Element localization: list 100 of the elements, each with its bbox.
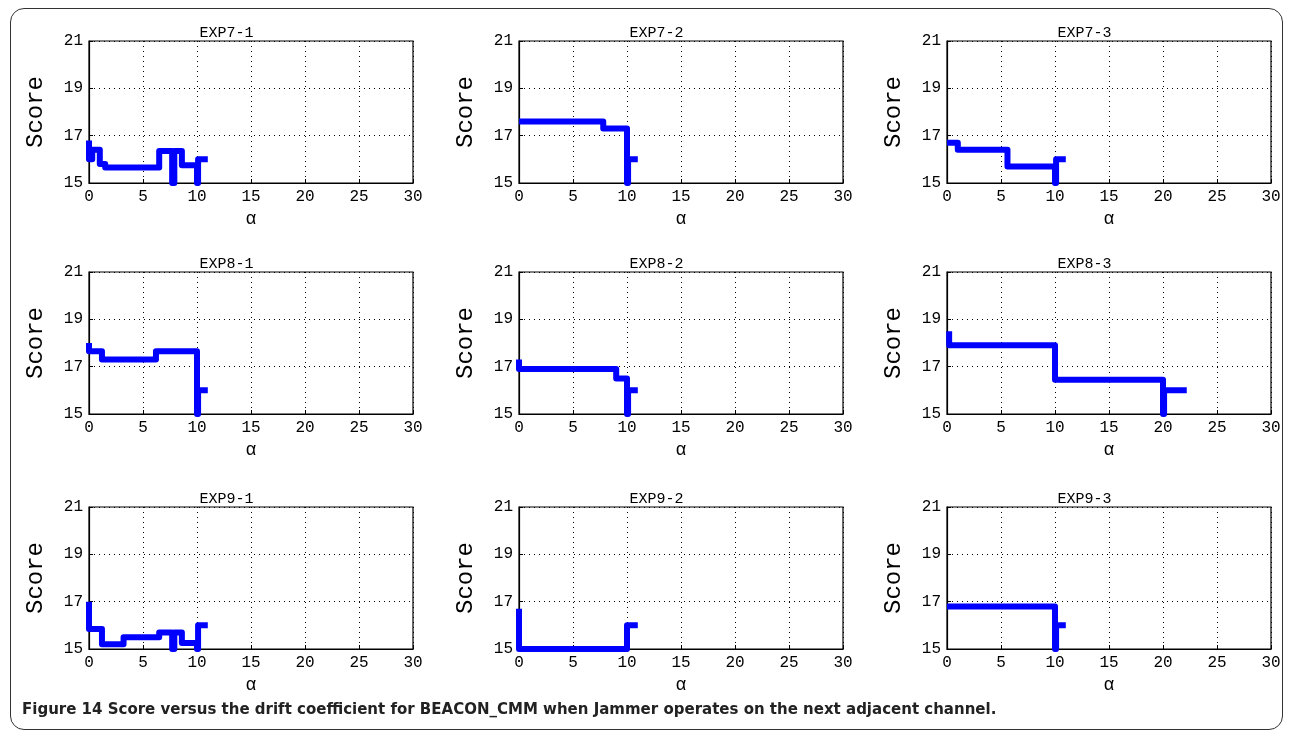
x-axis-title: α xyxy=(675,208,687,229)
x-tick-label: 0 xyxy=(84,419,94,437)
y-tick-label: 19 xyxy=(493,545,513,564)
x-tick-label: 15 xyxy=(1099,654,1119,672)
y-tick-label: 19 xyxy=(63,79,83,98)
x-tick-label: 20 xyxy=(725,654,745,672)
x-tick-label: 10 xyxy=(617,419,637,437)
x-tick-label: 0 xyxy=(942,654,952,672)
y-tick-label: 21 xyxy=(63,263,83,281)
y-tick-label: 21 xyxy=(921,498,941,516)
y-axis-title: Score xyxy=(451,541,479,615)
x-tick-label: 5 xyxy=(568,654,578,672)
y-tick-label: 21 xyxy=(63,498,83,516)
y-tick-label: 17 xyxy=(921,357,941,376)
x-tick-label: 0 xyxy=(514,654,524,672)
x-tick-label: 30 xyxy=(1261,654,1281,672)
x-tick-label: 10 xyxy=(187,188,207,206)
y-axis-title: Score xyxy=(879,75,907,149)
x-tick-label: 30 xyxy=(833,419,853,437)
x-tick-label: 10 xyxy=(1045,188,1065,206)
y-tick-label: 21 xyxy=(63,32,83,50)
y-tick-label: 19 xyxy=(63,545,83,564)
chart-title: EXP9-1 xyxy=(199,491,254,508)
x-tick-label: 10 xyxy=(187,419,207,437)
y-tick-label: 15 xyxy=(493,174,513,192)
x-tick-label: 30 xyxy=(833,188,853,206)
x-tick-label: 10 xyxy=(187,654,207,672)
y-tick-label: 15 xyxy=(493,640,513,658)
x-tick-label: 5 xyxy=(138,654,148,672)
x-tick-label: 10 xyxy=(617,188,637,206)
x-tick-label: 20 xyxy=(295,419,315,437)
y-axis-title: Score xyxy=(879,541,907,615)
chart-title: EXP7-3 xyxy=(1057,25,1112,42)
x-tick-label: 30 xyxy=(1261,419,1281,437)
x-tick-label: 15 xyxy=(241,419,261,437)
y-tick-label: 19 xyxy=(493,310,513,329)
x-tick-label: 15 xyxy=(241,188,261,206)
x-tick-label: 30 xyxy=(833,654,853,672)
x-tick-label: 0 xyxy=(942,419,952,437)
x-tick-label: 5 xyxy=(996,419,1006,437)
x-tick-label: 30 xyxy=(403,654,423,672)
chart-title: EXP8-1 xyxy=(199,256,254,273)
y-axis-title: Score xyxy=(21,541,49,615)
y-tick-label: 15 xyxy=(921,405,941,423)
x-tick-label: 25 xyxy=(779,419,799,437)
y-axis-title: Score xyxy=(879,306,907,380)
y-tick-label: 19 xyxy=(921,310,941,329)
chart-title: EXP8-3 xyxy=(1057,256,1112,273)
y-tick-label: 17 xyxy=(921,126,941,145)
x-tick-label: 10 xyxy=(617,654,637,672)
x-tick-label: 20 xyxy=(725,419,745,437)
y-tick-label: 19 xyxy=(63,310,83,329)
y-tick-label: 21 xyxy=(493,263,513,281)
x-tick-label: 15 xyxy=(671,188,691,206)
y-tick-label: 21 xyxy=(493,498,513,516)
x-tick-label: 25 xyxy=(779,188,799,206)
y-tick-label: 19 xyxy=(921,79,941,98)
x-axis-title: α xyxy=(245,439,257,460)
x-tick-label: 5 xyxy=(996,654,1006,672)
x-axis-title: α xyxy=(675,674,687,695)
y-tick-label: 17 xyxy=(63,357,83,376)
y-tick-label: 19 xyxy=(921,545,941,564)
y-axis-title: Score xyxy=(451,75,479,149)
y-tick-label: 19 xyxy=(493,79,513,98)
chart-title: EXP7-1 xyxy=(199,25,254,42)
x-tick-label: 30 xyxy=(403,188,423,206)
y-tick-label: 17 xyxy=(63,126,83,145)
y-tick-label: 21 xyxy=(493,32,513,50)
x-axis-title: α xyxy=(245,674,257,695)
y-tick-label: 21 xyxy=(921,32,941,50)
x-axis-title: α xyxy=(245,208,257,229)
y-tick-label: 15 xyxy=(63,640,83,658)
x-tick-label: 20 xyxy=(1153,654,1173,672)
caption: Figure 14 Score versus the drift coefficient for BEACON_CMM when Jammer operates on the next adjacent channel. xyxy=(22,700,997,718)
x-tick-label: 20 xyxy=(1153,419,1173,437)
x-tick-label: 10 xyxy=(1045,419,1065,437)
x-axis-title: α xyxy=(1103,208,1115,229)
x-tick-label: 20 xyxy=(295,188,315,206)
x-tick-label: 0 xyxy=(514,188,524,206)
y-tick-label: 15 xyxy=(63,405,83,423)
x-tick-label: 0 xyxy=(84,188,94,206)
y-tick-label: 15 xyxy=(493,405,513,423)
y-axis-title: Score xyxy=(21,306,49,380)
x-tick-label: 25 xyxy=(779,654,799,672)
x-tick-label: 25 xyxy=(349,188,369,206)
x-tick-label: 15 xyxy=(1099,419,1119,437)
y-tick-label: 15 xyxy=(63,174,83,192)
chart-title: EXP8-2 xyxy=(629,256,684,273)
x-tick-label: 0 xyxy=(514,419,524,437)
x-tick-label: 25 xyxy=(1207,188,1227,206)
x-tick-label: 30 xyxy=(403,419,423,437)
y-tick-label: 17 xyxy=(63,592,83,611)
x-tick-label: 20 xyxy=(295,654,315,672)
y-tick-label: 17 xyxy=(493,357,513,376)
y-tick-label: 15 xyxy=(921,174,941,192)
x-tick-label: 25 xyxy=(349,419,369,437)
chart-title: EXP9-3 xyxy=(1057,491,1112,508)
chart-title: EXP7-2 xyxy=(629,25,684,42)
y-tick-label: 17 xyxy=(493,592,513,611)
x-tick-label: 30 xyxy=(1261,188,1281,206)
